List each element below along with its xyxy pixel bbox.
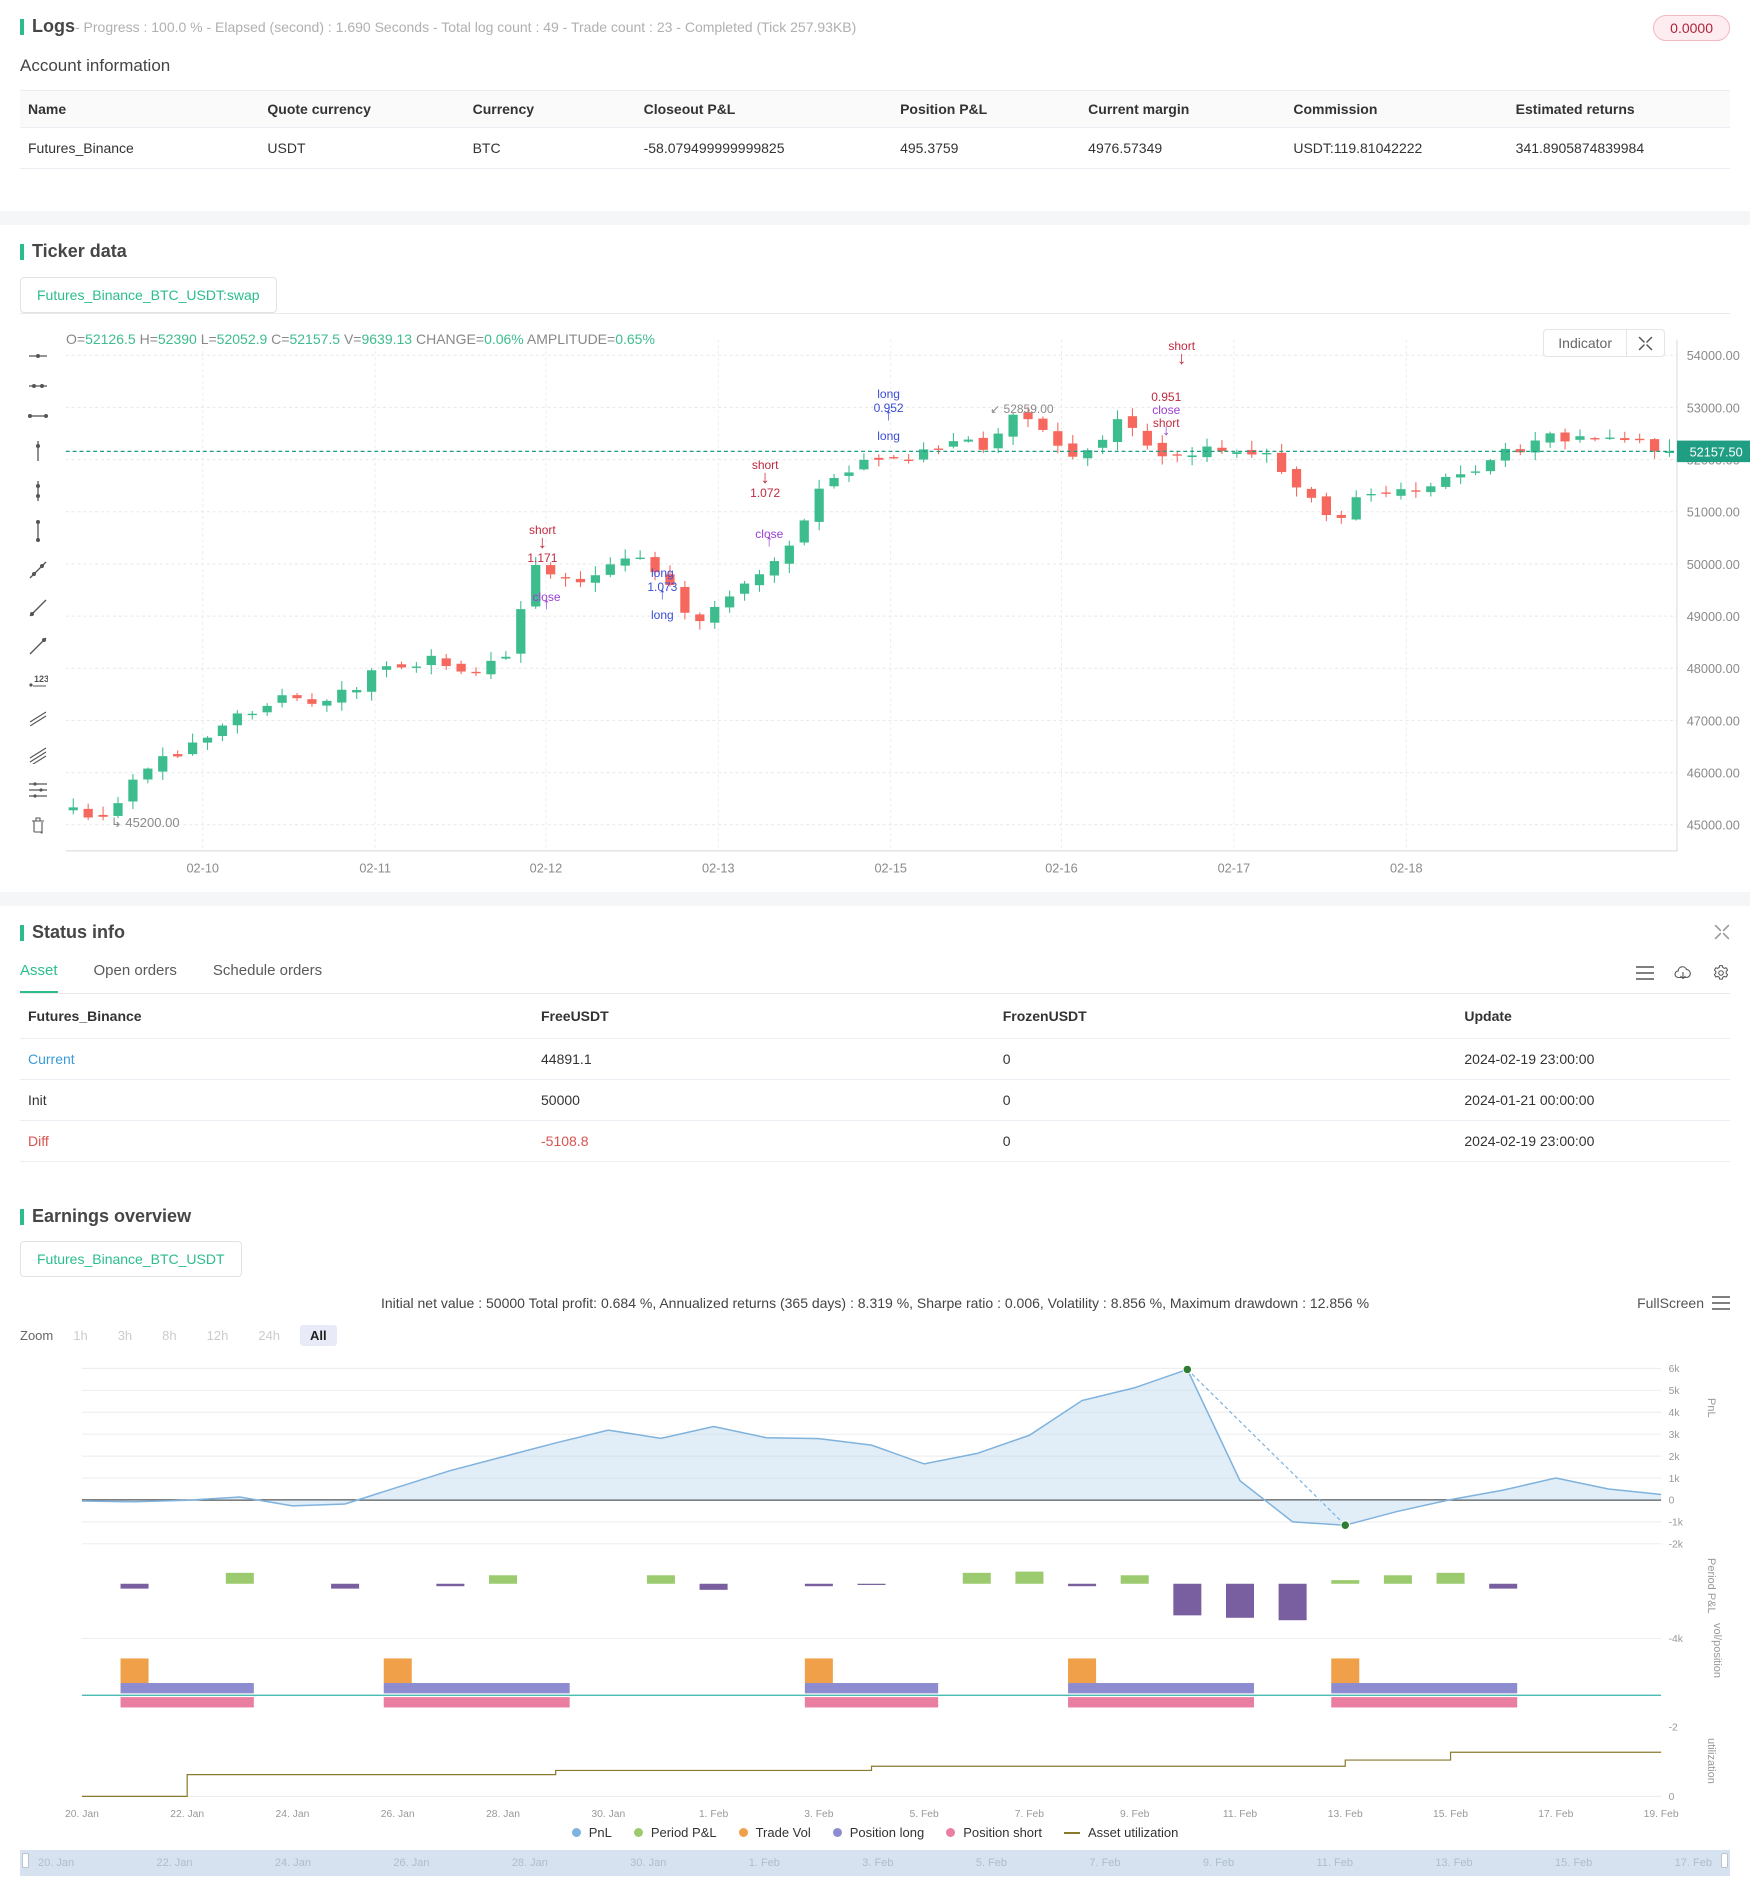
svg-text:26. Jan: 26. Jan <box>381 1809 415 1820</box>
svg-text:3k: 3k <box>1669 1430 1681 1441</box>
svg-text:28. Jan: 28. Jan <box>486 1809 520 1820</box>
svg-text:02-18: 02-18 <box>1390 860 1423 875</box>
svg-text:1. Feb: 1. Feb <box>699 1809 729 1820</box>
svg-text:5k: 5k <box>1669 1386 1681 1397</box>
svg-text:02-16: 02-16 <box>1045 860 1078 875</box>
svg-text:0: 0 <box>1669 1496 1675 1507</box>
svg-text:02-17: 02-17 <box>1218 860 1251 875</box>
svg-text:02-10: 02-10 <box>186 860 219 875</box>
svg-text:47000.00: 47000.00 <box>1687 713 1740 728</box>
svg-text:19. Feb: 19. Feb <box>1644 1809 1679 1820</box>
svg-text:15. Feb: 15. Feb <box>1433 1809 1468 1820</box>
svg-text:4k: 4k <box>1669 1408 1681 1419</box>
svg-text:48000.00: 48000.00 <box>1687 661 1740 676</box>
svg-text:46000.00: 46000.00 <box>1687 765 1740 780</box>
svg-text:11. Feb: 11. Feb <box>1223 1809 1258 1820</box>
svg-text:-1k: -1k <box>1669 1518 1684 1529</box>
svg-text:-2: -2 <box>1669 1723 1678 1734</box>
svg-text:17. Feb: 17. Feb <box>1538 1809 1573 1820</box>
svg-text:30. Jan: 30. Jan <box>591 1809 625 1820</box>
svg-text:02-12: 02-12 <box>530 860 563 875</box>
svg-text:-4k: -4k <box>1669 1634 1684 1645</box>
svg-text:54000.00: 54000.00 <box>1687 348 1740 363</box>
svg-text:7. Feb: 7. Feb <box>1015 1809 1045 1820</box>
svg-text:02-11: 02-11 <box>359 860 391 875</box>
svg-text:24. Jan: 24. Jan <box>276 1809 310 1820</box>
svg-text:123: 123 <box>34 674 48 684</box>
svg-text:51000.00: 51000.00 <box>1687 505 1740 520</box>
svg-text:0: 0 <box>1669 1792 1675 1803</box>
svg-text:2k: 2k <box>1669 1452 1681 1463</box>
svg-text:22. Jan: 22. Jan <box>170 1809 204 1820</box>
svg-text:1k: 1k <box>1669 1474 1681 1485</box>
svg-text:50000.00: 50000.00 <box>1687 557 1740 572</box>
svg-text:02-13: 02-13 <box>702 860 735 875</box>
svg-text:20. Jan: 20. Jan <box>65 1809 99 1820</box>
svg-text:5. Feb: 5. Feb <box>909 1809 939 1820</box>
svg-text:45000.00: 45000.00 <box>1687 818 1740 833</box>
svg-text:6k: 6k <box>1669 1364 1681 1375</box>
svg-text:9. Feb: 9. Feb <box>1120 1809 1150 1820</box>
svg-text:53000.00: 53000.00 <box>1687 400 1740 415</box>
svg-text:49000.00: 49000.00 <box>1687 609 1740 624</box>
svg-text:52157.50: 52157.50 <box>1690 444 1743 459</box>
svg-text:02-15: 02-15 <box>874 860 907 875</box>
svg-text:3. Feb: 3. Feb <box>804 1809 834 1820</box>
svg-text:-2k: -2k <box>1669 1540 1684 1551</box>
svg-text:13. Feb: 13. Feb <box>1328 1809 1363 1820</box>
